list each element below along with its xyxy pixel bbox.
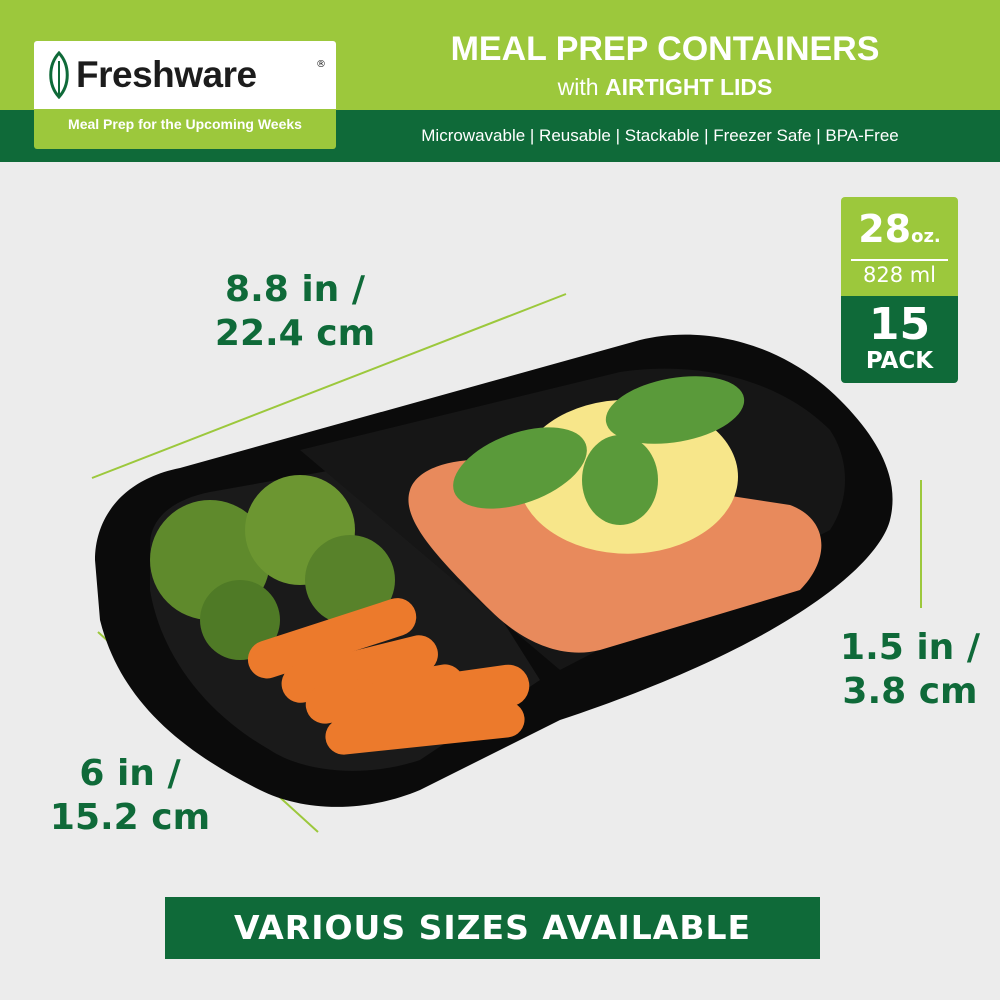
registered-mark: ® xyxy=(316,59,326,70)
broccoli xyxy=(150,475,395,660)
capacity-ml: 828 ml xyxy=(862,263,937,287)
capacity-oz: 28 xyxy=(858,207,912,251)
leaf-icon xyxy=(49,51,69,99)
brand-name: Freshware xyxy=(76,54,257,95)
feature-list: Microwavable | Reusable | Stackable | Fr… xyxy=(421,126,899,145)
length-in: 8.8 in / xyxy=(225,269,365,310)
subtitle: with AIRTIGHT LIDS xyxy=(380,74,950,101)
subtitle-bold: AIRTIGHT LIDS xyxy=(604,74,773,100)
brand-logo: Freshware ® Meal Prep for the Upcoming W… xyxy=(34,41,336,149)
width-cm: 15.2 cm xyxy=(49,797,211,838)
page-title: MEAL PREP CONTAINERS xyxy=(450,30,880,68)
mint-leaves xyxy=(453,376,745,525)
oz-unit: oz. xyxy=(911,226,941,247)
pack-label: PACK xyxy=(865,348,934,374)
length-cm: 22.4 cm xyxy=(214,313,376,354)
subtitle-prefix: with xyxy=(557,74,599,100)
capacity-badge: 28oz. 828 ml 15 PACK xyxy=(841,197,958,383)
length-dimension: 8.8 in /22.4 cm xyxy=(195,268,395,356)
width-in: 6 in / xyxy=(79,753,181,794)
height-in: 1.5 in / xyxy=(840,627,980,668)
tagline: Meal Prep for the Upcoming Weeks xyxy=(68,116,302,132)
divider xyxy=(851,259,948,261)
carrots xyxy=(247,598,530,755)
length-line xyxy=(91,293,567,479)
pack-count: 15 xyxy=(868,299,931,350)
height-cm: 3.8 cm xyxy=(842,671,978,712)
sizes-banner: VARIOUS SIZES AVAILABLE xyxy=(165,897,820,959)
height-dimension: 1.5 in /3.8 cm xyxy=(810,626,1000,714)
width-dimension: 6 in /15.2 cm xyxy=(30,752,230,840)
